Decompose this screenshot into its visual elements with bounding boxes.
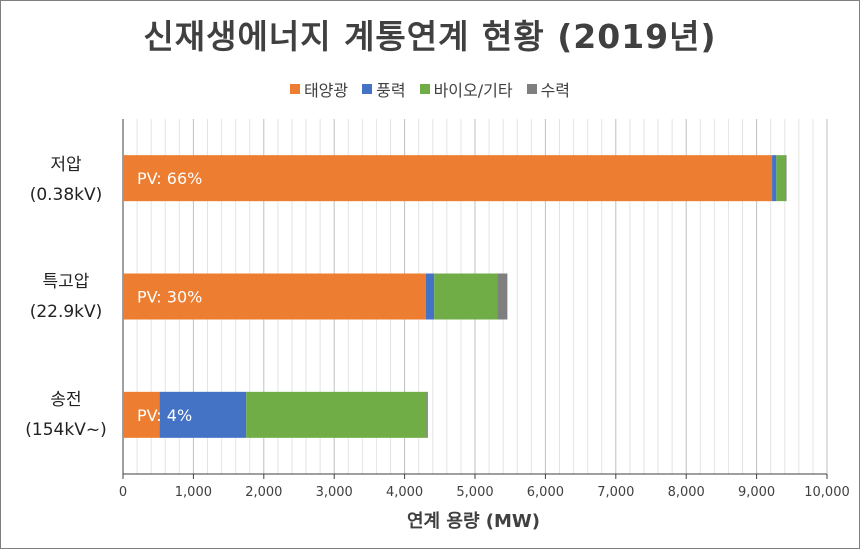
legend-label-hydro: 수력 [540,81,571,100]
bar-segment-bio [776,155,786,202]
x-tick-label: 5,000 [456,485,493,500]
legend-swatch-bio [419,84,430,94]
bar-segment-hydro [785,155,787,202]
legend-swatch-solar [289,84,300,94]
x-tick-label: 3,000 [316,485,353,500]
bar-segment-hydro [426,391,428,438]
pv-share-label: PV: 30% [137,288,202,307]
bar-segment-bio [434,273,498,320]
legend-label-solar: 태양광 [303,81,349,100]
x-tick-label: 6,000 [527,485,564,500]
legend-swatch-hydro [526,84,537,94]
category-voltage: (22.9kV) [29,302,103,322]
legend: 태양광 풍력 바이오/기타 수력 [0,77,860,101]
bar-segment-solar [123,155,773,202]
x-tick-label: 8,000 [668,485,705,500]
bar-segment-hydro [497,273,508,320]
category-label-low-voltage: 저압 (0.38kV) [10,150,122,210]
legend-item-wind: 풍력 [362,77,406,101]
category-name: 특고압 [42,272,90,292]
x-tick-label: 4,000 [386,485,423,500]
legend-item-hydro: 수력 [526,77,571,101]
bar-segment-solar [123,273,426,320]
category-name: 송전 [50,390,82,410]
x-axis-title: 연계 용량 (MW) [407,511,540,532]
legend-item-bio: 바이오/기타 [419,77,513,101]
category-voltage: (0.38kV) [29,185,103,205]
legend-label-wind: 풍력 [376,81,406,100]
x-tick-label: 2,000 [245,485,282,500]
chart-title: 신재생에너지 계통연계 현황 (2019년) [143,17,717,56]
pv-share-label: PV: 4% [137,406,192,425]
bar-segment-wind [772,155,777,202]
category-label-extra-high-voltage: 특고압 (22.9kV) [10,267,122,327]
legend-label-bio: 바이오/기타 [433,81,513,100]
x-tick-label: 10,000 [804,485,850,500]
legend-swatch-wind [362,84,373,94]
category-label-transmission: 송전 (154kV~) [10,385,122,445]
x-tick-label: 0 [119,485,127,500]
bar-segment-bio [246,391,427,438]
x-tick-label: 7,000 [597,485,634,500]
legend-item-solar: 태양광 [289,77,349,101]
pv-share-label: PV: 66% [137,169,202,188]
category-name: 저압 [50,155,82,175]
category-voltage: (154kV~) [25,420,107,440]
bar-segment-solar [123,391,160,438]
bar-segment-wind [159,391,247,438]
bar-segment-wind [425,273,435,320]
x-tick-label: 9,000 [738,485,775,500]
x-tick-label: 1,000 [175,485,212,500]
